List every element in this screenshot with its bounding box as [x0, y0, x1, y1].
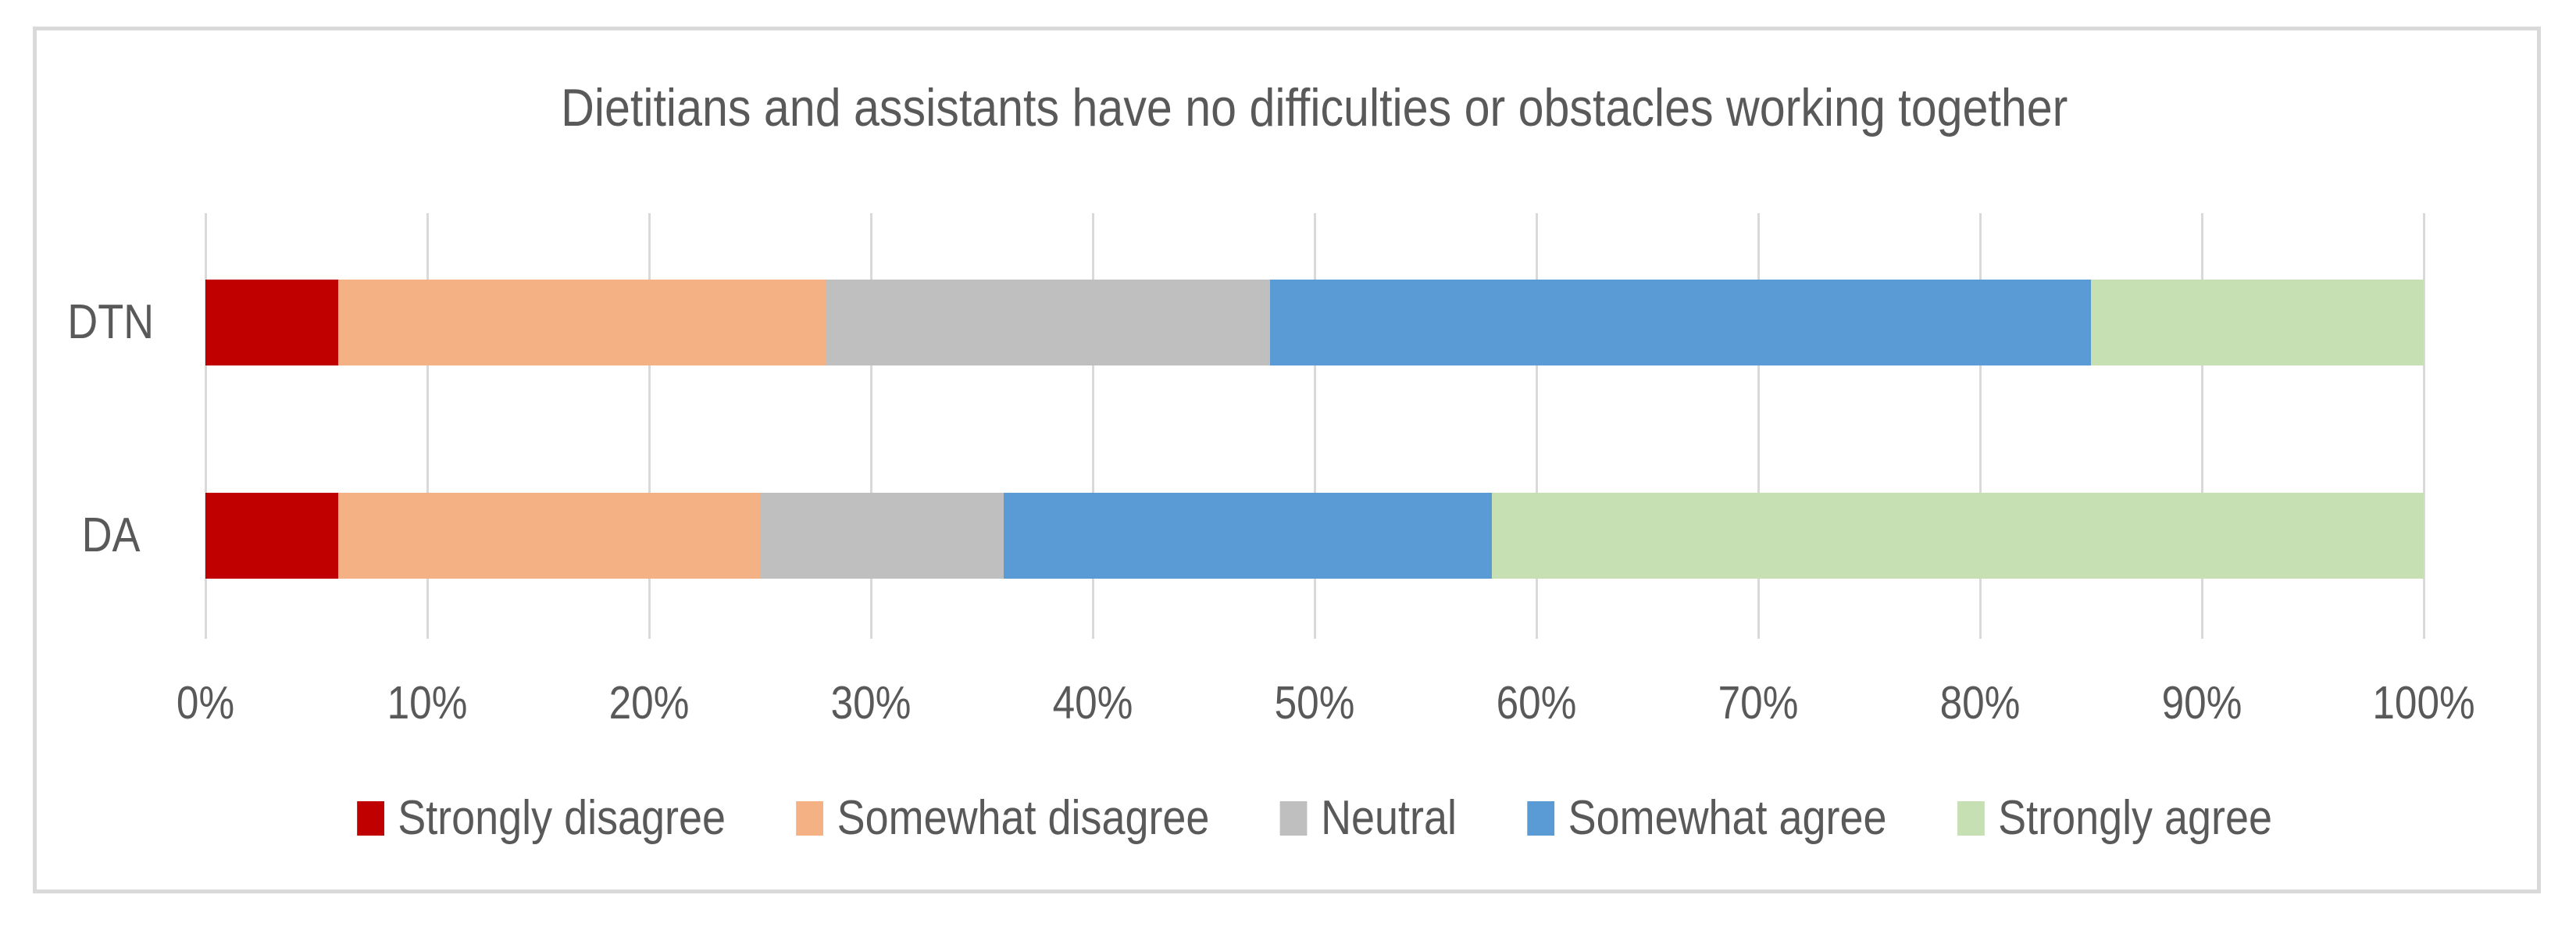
- gridline: [648, 213, 651, 639]
- gridline: [426, 213, 429, 639]
- bar-segment-somewhat-disagree-dtn[interactable]: [338, 280, 827, 366]
- category-label-text: DA: [81, 508, 141, 562]
- bar-row-da: [205, 492, 2424, 579]
- bar-row-dtn: [205, 280, 2424, 366]
- legend-label-somewhat-disagree: Somewhat disagree: [837, 791, 1210, 845]
- x-axis-tick-label: 60%: [1496, 677, 1577, 729]
- gridline: [2200, 213, 2203, 639]
- gridline: [1757, 213, 1760, 639]
- legend-item-strongly-agree[interactable]: Strongly agree: [1957, 787, 2272, 850]
- gridline: [204, 213, 207, 639]
- legend-item-somewhat-agree[interactable]: Somewhat agree: [1527, 787, 1886, 850]
- bar-segment-somewhat-agree-dtn[interactable]: [1270, 280, 2091, 366]
- legend-item-neutral[interactable]: Neutral: [1279, 787, 1457, 850]
- plot-area: DTN DA: [68, 213, 2425, 639]
- legend-swatch-strongly-disagree: [357, 801, 384, 836]
- legend-label-strongly-disagree: Strongly disagree: [398, 791, 726, 845]
- legend-label-somewhat-agree: Somewhat agree: [1568, 791, 1887, 845]
- bar-segment-strongly-agree-dtn[interactable]: [2090, 280, 2424, 366]
- chart-title-text: Dietitians and assistants have no diffic…: [561, 78, 2068, 137]
- legend-swatch-strongly-agree: [1957, 801, 1985, 836]
- chart-title[interactable]: Dietitians and assistants have no diffic…: [205, 77, 2424, 139]
- x-axis-tick-label: 0%: [176, 677, 235, 729]
- x-axis-tick-label: 100%: [2372, 677, 2475, 729]
- legend-swatch-neutral: [1279, 801, 1308, 836]
- legend-swatch-somewhat-disagree: [796, 801, 824, 836]
- x-axis-tick-label: 10%: [387, 677, 468, 729]
- legend-swatch-somewhat-agree: [1527, 801, 1555, 836]
- bar-segment-somewhat-agree-da[interactable]: [1004, 492, 1493, 579]
- gridline: [1535, 213, 1538, 639]
- gridline: [1091, 213, 1094, 639]
- legend: Strongly disagree Somewhat disagree Neutra…: [350, 787, 2280, 850]
- chart-frame[interactable]: [33, 27, 2541, 893]
- legend-item-somewhat-disagree[interactable]: Somewhat disagree: [796, 787, 1209, 850]
- bar-segment-neutral-dtn[interactable]: [826, 280, 1271, 366]
- x-axis: 0% 10% 20% 30% 40% 50% 60% 70% 80% 90% 100%: [177, 677, 2475, 729]
- bar-segment-somewhat-disagree-da[interactable]: [338, 492, 760, 579]
- x-axis-tick-label: 80%: [1939, 677, 2021, 729]
- x-axis-tick-label: 50%: [1274, 677, 1355, 729]
- bar-segment-neutral-da[interactable]: [759, 492, 1004, 579]
- x-axis-tick-label: 90%: [2161, 677, 2242, 729]
- bar-segment-strongly-agree-da[interactable]: [1492, 492, 2424, 579]
- gridline: [869, 213, 872, 639]
- gridline: [2422, 213, 2425, 639]
- legend-item-strongly-disagree[interactable]: Strongly disagree: [357, 787, 726, 850]
- x-axis-tick-label: 30%: [830, 677, 912, 729]
- x-axis-tick-label: 70%: [1718, 677, 1799, 729]
- category-label-dtn: DTN: [41, 280, 181, 365]
- gridline: [1978, 213, 1982, 639]
- legend-label-neutral: Neutral: [1321, 791, 1457, 845]
- category-label-text: DTN: [67, 295, 155, 350]
- bar-segment-strongly-disagree-da[interactable]: [205, 492, 339, 579]
- category-label-da: DA: [41, 493, 181, 579]
- gridline: [1313, 213, 1316, 639]
- x-axis-tick-label: 40%: [1052, 677, 1133, 729]
- bar-segment-strongly-disagree-dtn[interactable]: [205, 280, 339, 366]
- legend-label-strongly-agree: Strongly agree: [1998, 791, 2272, 845]
- x-axis-tick-label: 20%: [608, 677, 690, 729]
